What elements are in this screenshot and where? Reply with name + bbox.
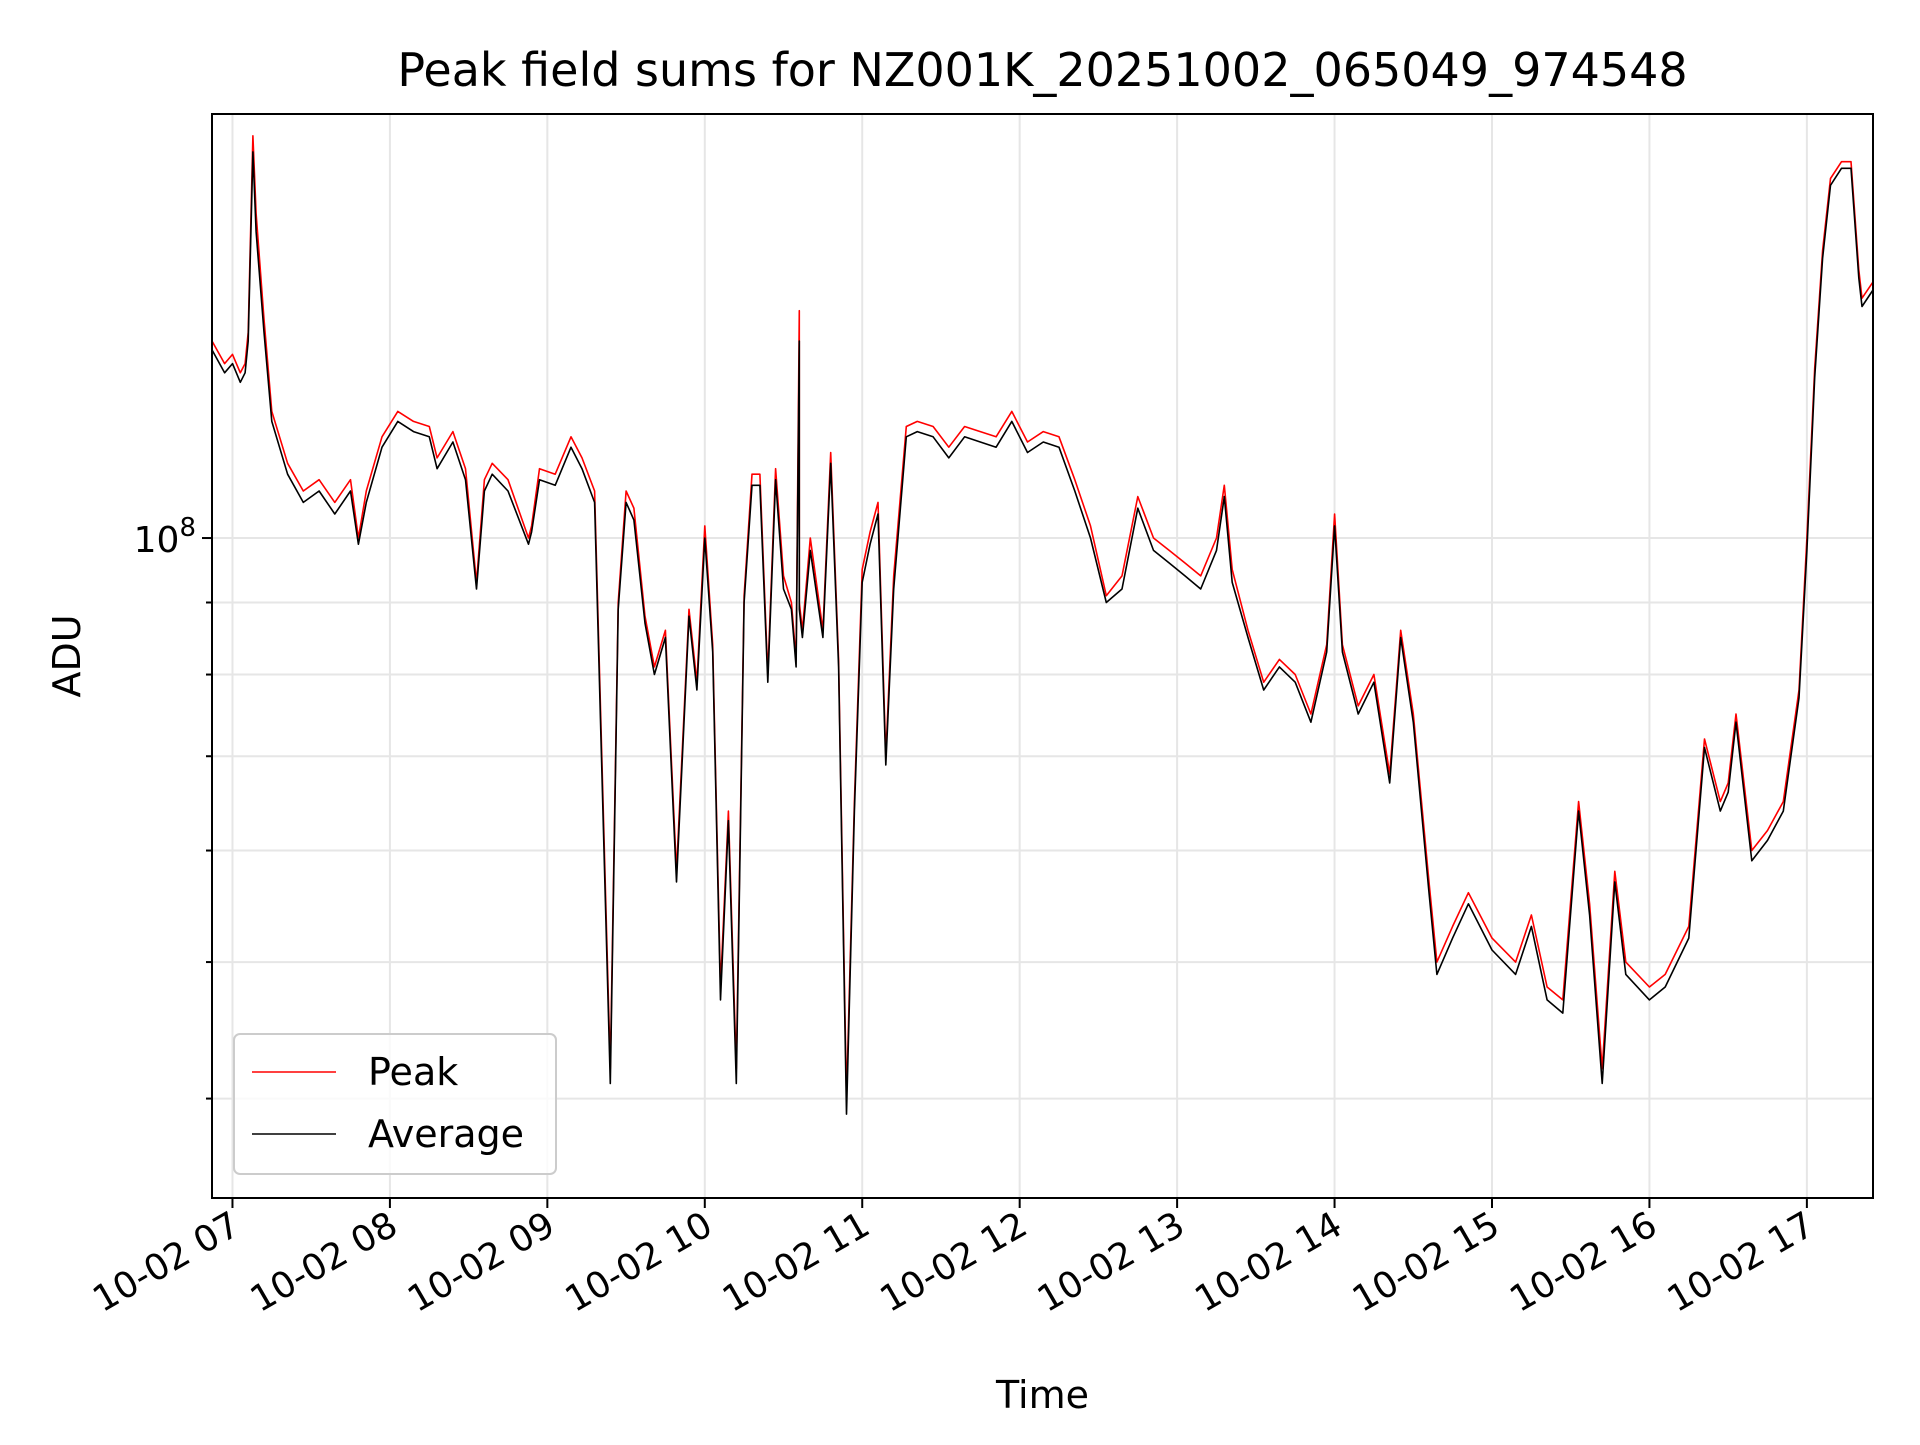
legend-label-peak: Peak	[368, 1050, 458, 1094]
series-layer	[212, 135, 1873, 1115]
grid-layer	[212, 114, 1873, 1198]
plot-area-frame	[211, 113, 1874, 1199]
legend: Peak Average	[233, 1033, 557, 1175]
y-tick-label: 108	[134, 513, 196, 561]
legend-box	[233, 1033, 557, 1175]
y-axis-label: ADU	[45, 614, 89, 697]
series-line-average	[212, 151, 1873, 1115]
legend-label-average: Average	[368, 1112, 524, 1156]
x-axis-label: Time	[995, 1373, 1089, 1417]
chart-title: Peak field sums for NZ001K_20251002_0650…	[397, 43, 1687, 97]
